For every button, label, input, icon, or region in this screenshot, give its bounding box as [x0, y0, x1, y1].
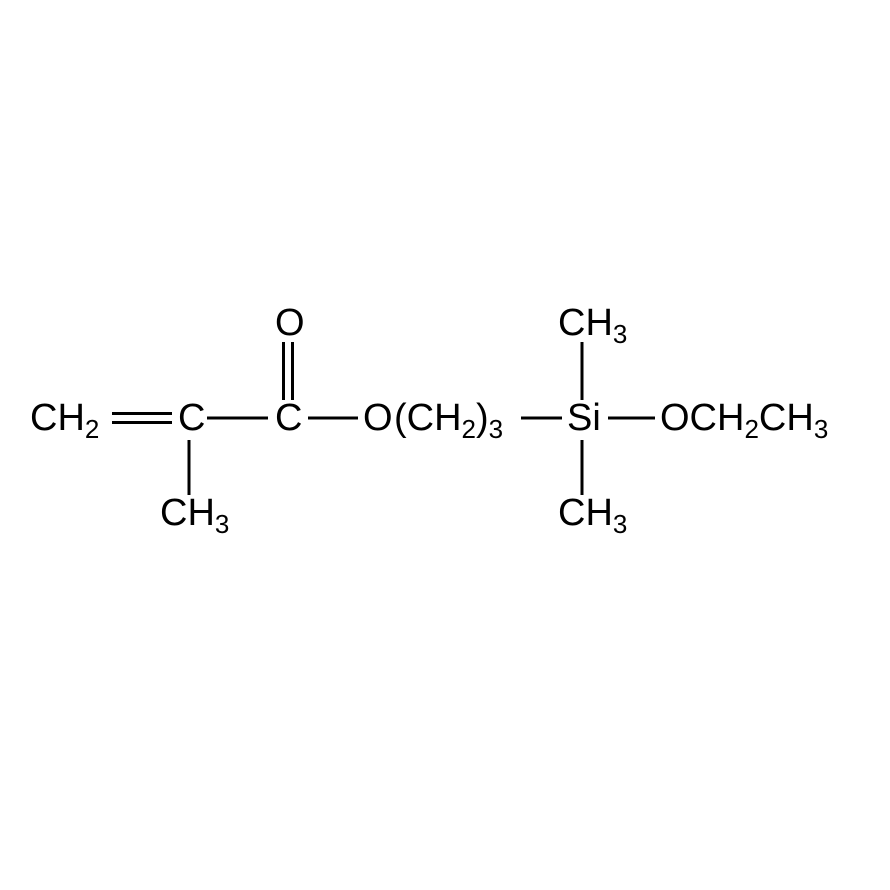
chemical-structure-diagram: CH2CCH3COO(CH2)3SiCH3CH3OCH2CH3 — [0, 0, 890, 890]
atom-ch2_left: CH2 — [30, 397, 99, 444]
atom-ch3_bot: CH3 — [558, 492, 627, 539]
atom-si: Si — [567, 397, 601, 439]
atom-ch3_top: CH3 — [558, 302, 627, 349]
atom-c_carbonyl: C — [275, 397, 302, 439]
atom-ch2_3: (CH2)3 — [394, 397, 503, 444]
atom-o_si: OCH2CH3 — [660, 397, 828, 444]
atom-ch3_branch: CH3 — [160, 492, 229, 539]
atom-o_carbonyl: O — [275, 302, 305, 344]
atom-o_ester: O — [363, 397, 393, 439]
atoms-group: CH2CCH3COO(CH2)3SiCH3CH3OCH2CH3 — [30, 302, 828, 539]
atom-c_branch: C — [178, 397, 205, 439]
